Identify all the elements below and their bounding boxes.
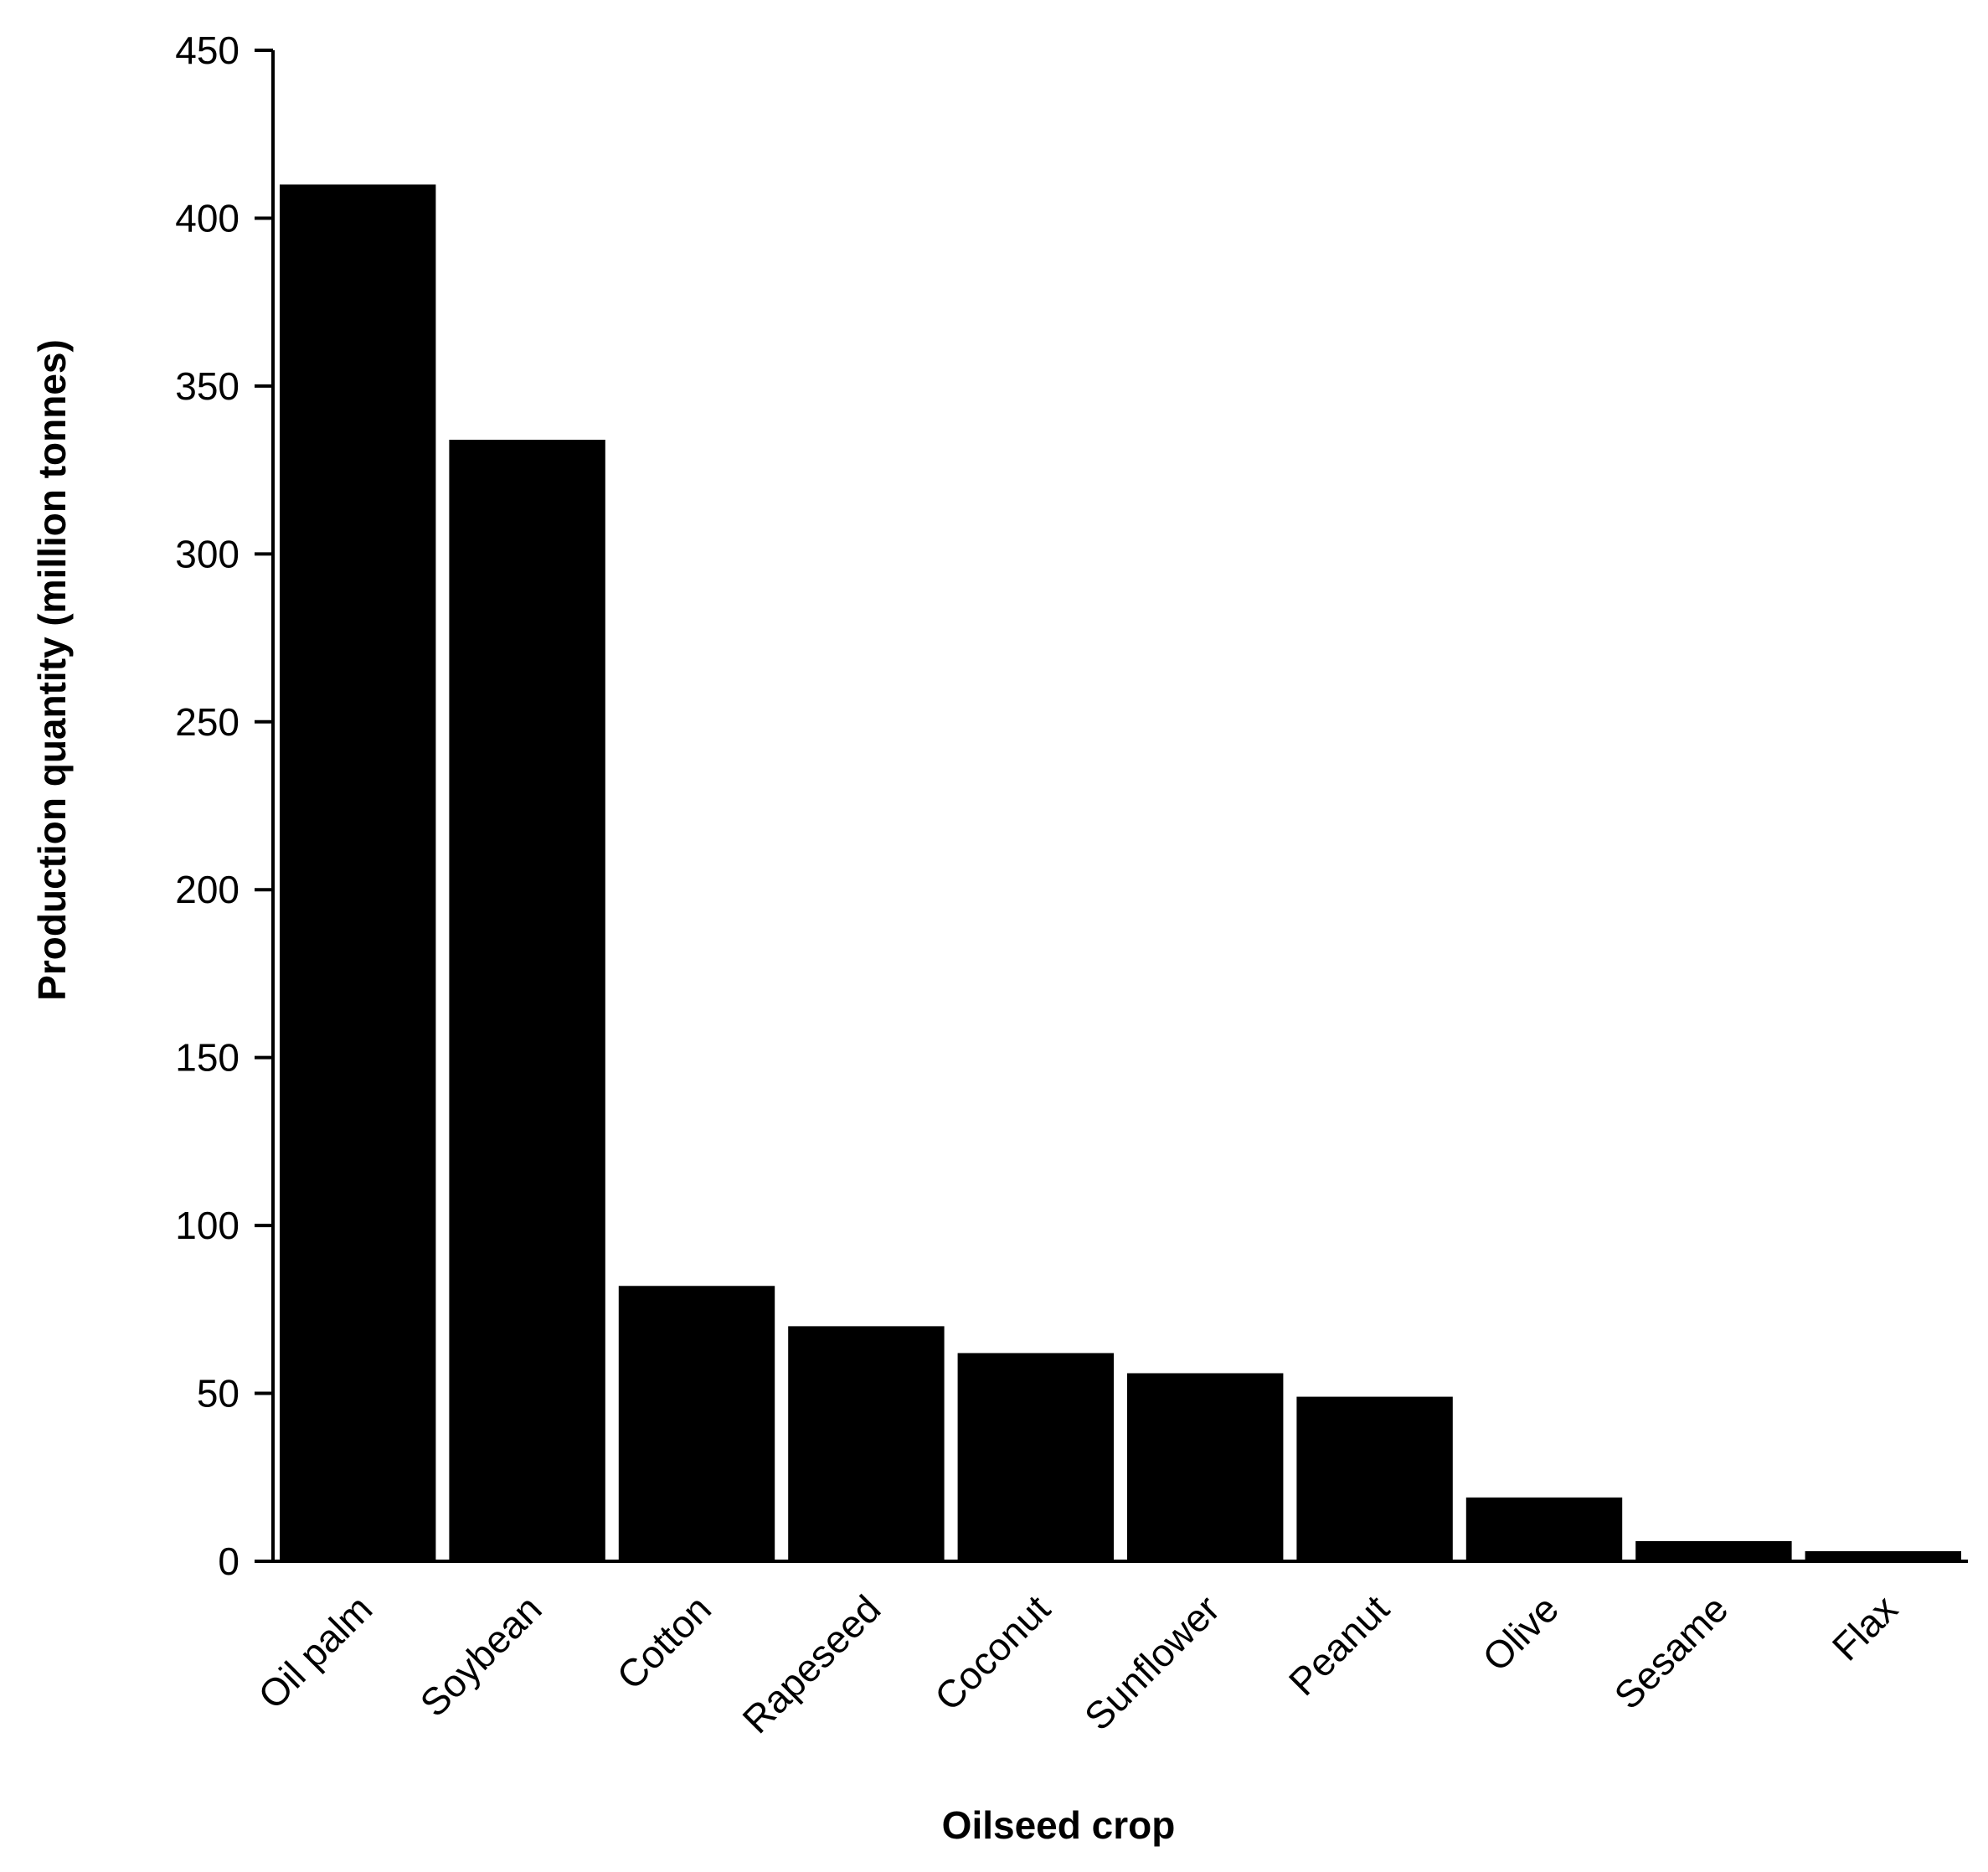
y-tick-label: 250 — [175, 700, 239, 744]
x-tick-label: Soybean — [411, 1586, 549, 1725]
x-tick-label: Olive — [1474, 1586, 1567, 1679]
bar-sunflower — [1127, 1373, 1284, 1561]
bar-coconut — [957, 1353, 1114, 1561]
bar-flax — [1805, 1550, 1961, 1561]
y-axis-title: Production quantity (million tonnes) — [30, 339, 74, 1001]
x-tick-label: Peanut — [1280, 1586, 1398, 1704]
bar-peanut — [1296, 1396, 1453, 1561]
bar-sesame — [1635, 1540, 1792, 1561]
y-tick-label: 400 — [175, 196, 239, 240]
y-tick-label: 200 — [175, 868, 239, 911]
bars — [280, 184, 1961, 1561]
bar-cotton — [618, 1286, 775, 1561]
x-axis-title: Oilseed crop — [942, 1803, 1176, 1847]
y-tick-label: 100 — [175, 1204, 239, 1247]
y-axis-ticks: 0 50 100 150 200 250 300 350 400 450 — [175, 28, 273, 1583]
x-axis-tick-labels: Oil palm Soybean Cotton Rapeseed Coconut Sunf… — [250, 1586, 1906, 1741]
y-tick-label: 50 — [197, 1372, 239, 1416]
x-tick-label: Oil palm — [250, 1586, 380, 1717]
x-tick-label: Coconut — [926, 1586, 1058, 1719]
x-tick-label: Flax — [1824, 1586, 1906, 1668]
y-tick-label: 0 — [218, 1539, 239, 1583]
y-tick-label: 450 — [175, 28, 239, 72]
y-tick-label: 150 — [175, 1036, 239, 1080]
bar-oil-palm — [280, 184, 436, 1561]
bar-olive — [1465, 1497, 1623, 1561]
y-tick-label: 300 — [175, 532, 239, 575]
y-tick-label: 350 — [175, 364, 239, 408]
x-tick-label: Sesame — [1605, 1586, 1736, 1717]
bar-rapeseed — [788, 1326, 945, 1561]
x-tick-label: Sunflower — [1076, 1586, 1228, 1738]
x-tick-label: Rapeseed — [734, 1586, 888, 1741]
bar-soybean — [449, 440, 605, 1561]
x-tick-label: Cotton — [608, 1586, 719, 1698]
